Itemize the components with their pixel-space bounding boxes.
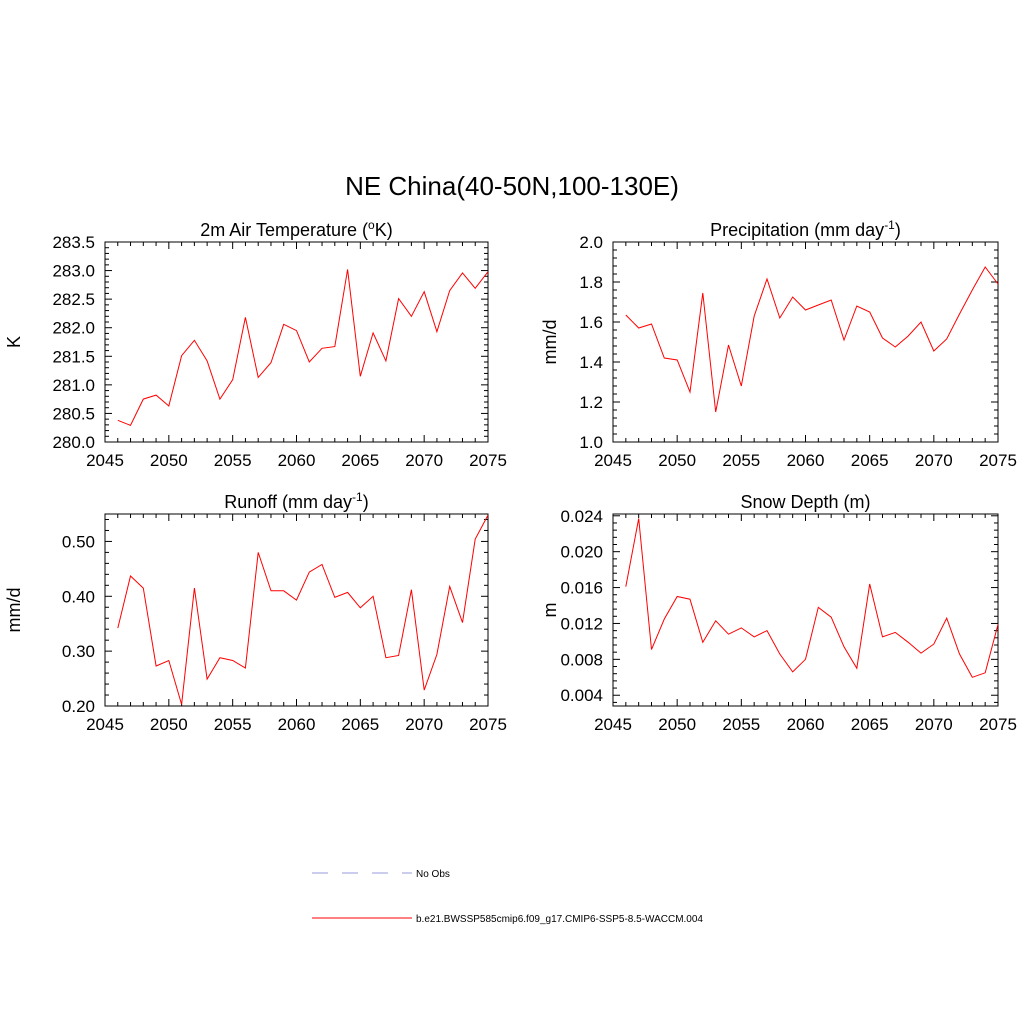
plot-frame bbox=[104, 241, 489, 443]
x-tick-label: 2050 bbox=[658, 715, 696, 734]
series-line bbox=[117, 269, 489, 427]
x-tick-label: 2060 bbox=[787, 715, 825, 734]
plot-frame bbox=[612, 513, 999, 707]
x-tick-label: 2060 bbox=[787, 451, 825, 470]
y-tick-label: 1.4 bbox=[579, 353, 603, 372]
y-tick-label: 283.0 bbox=[52, 262, 95, 281]
panel-title-main: 2m Air Temperature ( bbox=[200, 220, 368, 240]
y-tick-label: 0.008 bbox=[560, 650, 603, 669]
series-line bbox=[625, 266, 999, 413]
x-tick-label: 2045 bbox=[594, 451, 632, 470]
x-tick-label: 2075 bbox=[979, 451, 1017, 470]
y-tick-label: 2.0 bbox=[579, 233, 603, 252]
y-tick-label: 282.5 bbox=[52, 290, 95, 309]
panel-title-main: Runoff (mm day bbox=[224, 492, 352, 512]
panel-title-superscript: -1 bbox=[352, 490, 363, 504]
x-tick-label: 2060 bbox=[278, 715, 316, 734]
x-tick-label: 2070 bbox=[915, 715, 953, 734]
x-tick-label: 2065 bbox=[851, 451, 889, 470]
y-tick-label: 1.6 bbox=[579, 313, 603, 332]
series-line bbox=[625, 518, 999, 678]
x-tick-label: 2070 bbox=[405, 715, 443, 734]
y-tick-label: 0.40 bbox=[62, 587, 95, 606]
chart-panel-2: 2045 2050 2055 2060 2065 2070 2075 1.0 1.2 1.4 1.6… bbox=[540, 218, 1017, 470]
chart-panel-1: 2045 2050 2055 2060 2065 2070 2075 280.0 280.5 28… bbox=[4, 218, 507, 470]
x-tick-label: 2055 bbox=[722, 715, 760, 734]
plot-frame bbox=[104, 513, 489, 707]
x-tick-label: 2045 bbox=[594, 715, 632, 734]
panels: 2045 2050 2055 2060 2065 2070 2075 280.0 280.5 28… bbox=[4, 218, 1017, 734]
legend-label: b.e21.BWSSP585cmip6.f09_g17.CMIP6-SSP5-8… bbox=[416, 914, 703, 925]
x-tick-label: 2060 bbox=[278, 451, 316, 470]
y-axis-label: mm/d bbox=[4, 588, 24, 633]
x-tick-label: 2045 bbox=[86, 715, 124, 734]
panel-title: Snow Depth (m) bbox=[740, 492, 870, 512]
legend-item-2: b.e21.BWSSP585cmip6.f09_g17.CMIP6-SSP5-8… bbox=[312, 914, 703, 925]
panel-title-superscript: o bbox=[368, 218, 375, 232]
y-tick-label: 280.0 bbox=[52, 433, 95, 452]
x-tick-label: 2050 bbox=[150, 715, 188, 734]
y-tick-label: 1.8 bbox=[579, 273, 603, 292]
legend: No Obs b.e21.BWSSP585cmip6.f09_g17.CMIP6-… bbox=[312, 869, 703, 925]
panel-title-tail: ) bbox=[895, 220, 901, 240]
x-tick-label: 2055 bbox=[722, 451, 760, 470]
y-tick-label: 0.020 bbox=[560, 543, 603, 562]
legend-label: No Obs bbox=[416, 869, 450, 880]
y-tick-label: 281.0 bbox=[52, 376, 95, 395]
x-tick-label: 2050 bbox=[150, 451, 188, 470]
y-tick-label: 283.5 bbox=[52, 233, 95, 252]
page-title: NE China(40-50N,100-130E) bbox=[345, 171, 679, 201]
y-tick-label: 0.016 bbox=[560, 579, 603, 598]
y-tick-label: 281.5 bbox=[52, 347, 95, 366]
panel-title-tail: K) bbox=[375, 220, 393, 240]
y-axis-label: m bbox=[540, 603, 560, 618]
y-tick-label: 0.30 bbox=[62, 642, 95, 661]
x-tick-label: 2050 bbox=[658, 451, 696, 470]
panel-title-tail: ) bbox=[363, 492, 369, 512]
y-tick-label: 1.0 bbox=[579, 433, 603, 452]
x-tick-label: 2075 bbox=[469, 451, 507, 470]
y-tick-label: 0.004 bbox=[560, 686, 603, 705]
y-tick-label: 282.0 bbox=[52, 319, 95, 338]
series-line bbox=[117, 514, 489, 705]
panel-title-main: Precipitation (mm day bbox=[710, 220, 884, 240]
y-tick-label: 1.2 bbox=[579, 393, 603, 412]
x-tick-label: 2065 bbox=[851, 715, 889, 734]
panel-title-superscript: -1 bbox=[884, 218, 895, 232]
y-axis-label: K bbox=[4, 336, 24, 348]
panel-title: Runoff (mm day-1) bbox=[224, 490, 368, 512]
x-tick-label: 2070 bbox=[405, 451, 443, 470]
plot-frame bbox=[612, 241, 999, 443]
y-tick-label: 280.5 bbox=[52, 404, 95, 423]
y-axis-label: mm/d bbox=[540, 320, 560, 365]
y-tick-label: 0.20 bbox=[62, 697, 95, 716]
y-tick-label: 0.012 bbox=[560, 614, 603, 633]
panel-title: 2m Air Temperature (oK) bbox=[200, 218, 392, 240]
panel-title-main: Snow Depth (m) bbox=[740, 492, 870, 512]
x-tick-label: 2045 bbox=[86, 451, 124, 470]
y-tick-label: 0.50 bbox=[62, 532, 95, 551]
chart-panel-3: 2045 2050 2055 2060 2065 2070 2075 0.20 0.30 0.40… bbox=[4, 490, 507, 734]
x-tick-label: 2055 bbox=[214, 715, 252, 734]
x-tick-label: 2075 bbox=[469, 715, 507, 734]
chart-panel-4: 2045 2050 2055 2060 2065 2070 2075 0.004 0.008 0.… bbox=[540, 492, 1017, 734]
legend-item-1: No Obs bbox=[312, 869, 450, 880]
x-tick-label: 2065 bbox=[341, 451, 379, 470]
panel-title: Precipitation (mm day-1) bbox=[710, 218, 901, 240]
y-tick-label: 0.024 bbox=[560, 507, 603, 526]
x-tick-label: 2070 bbox=[915, 451, 953, 470]
x-tick-label: 2075 bbox=[979, 715, 1017, 734]
x-tick-label: 2065 bbox=[341, 715, 379, 734]
x-tick-label: 2055 bbox=[214, 451, 252, 470]
